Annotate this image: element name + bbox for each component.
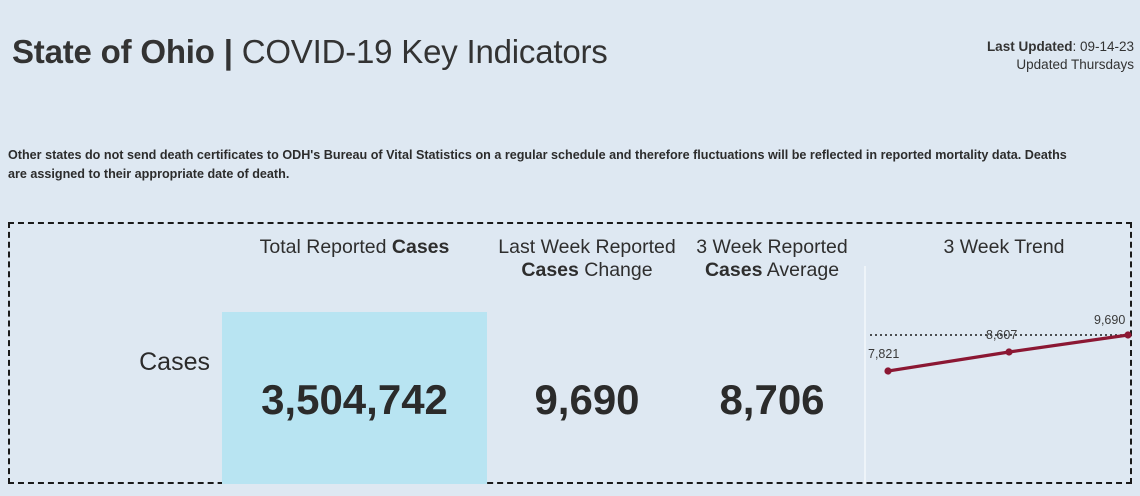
- column-header-prefix: Total Reported: [259, 236, 392, 258]
- sparkline-label-1: 8,607: [986, 328, 1018, 342]
- page-title: State of Ohio | COVID-19 Key Indicators: [12, 33, 608, 71]
- column-header-last-week-change: Last Week Reported Cases Change: [497, 236, 677, 282]
- page-title-strong: State of Ohio |: [12, 33, 233, 70]
- column-header-prefix: 3 Week Trend: [943, 236, 1065, 258]
- value-three-week-cases-average: 8,706: [719, 376, 825, 423]
- update-cadence: Updated Thursdays: [1016, 57, 1134, 72]
- sparkline-point-1: [1005, 348, 1013, 356]
- column-header-three-week-trend: 3 Week Trend: [876, 236, 1132, 259]
- column-header-three-week-average: 3 Week Reported Cases Average: [682, 236, 862, 282]
- value-total-reported-cases: 3,504,742: [261, 376, 448, 423]
- column-header-strong: Cases: [521, 259, 579, 281]
- value-last-week-cases-change: 9,690: [534, 376, 640, 423]
- last-updated-value: : 09-14-23: [1072, 39, 1134, 54]
- last-updated-block: Last Updated: 09-14-23 Updated Thursdays: [987, 38, 1134, 74]
- three-week-trend-sparkline: 7,821 8,607 9,690: [866, 266, 1132, 484]
- column-header-total-reported-cases: Total Reported Cases: [222, 236, 487, 259]
- column-header-strong: Cases: [704, 259, 763, 281]
- column-header-suffix: Change: [578, 259, 653, 281]
- page-title-light: COVID-19 Key Indicators: [232, 33, 608, 70]
- sparkline-svg: [870, 331, 1132, 375]
- column-header-prefix: 3 Week Reported: [696, 236, 848, 258]
- last-updated-label: Last Updated: [986, 39, 1073, 54]
- column-header-suffix: Average: [762, 259, 840, 281]
- column-header-prefix: Last Week Reported: [498, 236, 676, 258]
- sparkline-label-0: 7,821: [868, 347, 900, 361]
- sparkline-label-2: 9,690: [1094, 313, 1126, 327]
- key-indicators-panel: Total Reported Cases Last Week Reported …: [8, 222, 1132, 484]
- total-cases-highlight: [222, 312, 487, 484]
- page-header: State of Ohio | COVID-19 Key Indicators …: [0, 0, 1140, 120]
- trend-column-divider: [864, 266, 866, 484]
- mortality-data-note: Other states do not send death certifica…: [8, 148, 1067, 181]
- row-label-cases: Cases: [139, 348, 210, 376]
- column-header-strong: Cases: [391, 236, 450, 258]
- last-updated-line: Last Updated: 09-14-23: [987, 38, 1134, 56]
- sparkline-point-2: [1124, 331, 1132, 339]
- sparkline-point-0: [884, 367, 892, 375]
